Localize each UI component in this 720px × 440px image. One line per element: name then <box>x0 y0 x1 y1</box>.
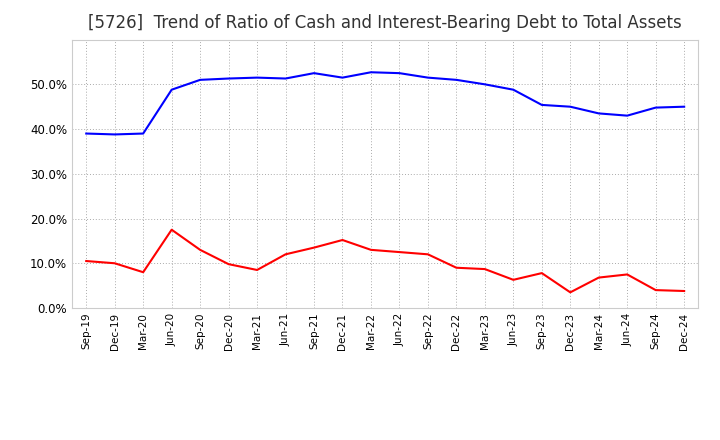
Interest-Bearing Debt <box>139 131 148 136</box>
Cash <box>566 290 575 295</box>
Interest-Bearing Debt <box>680 104 688 109</box>
Cash <box>110 260 119 266</box>
Cash <box>623 272 631 277</box>
Interest-Bearing Debt <box>652 105 660 110</box>
Interest-Bearing Debt <box>452 77 461 82</box>
Cash <box>366 247 375 253</box>
Interest-Bearing Debt <box>395 70 404 76</box>
Cash <box>652 287 660 293</box>
Cash <box>225 261 233 267</box>
Cash <box>167 227 176 232</box>
Interest-Bearing Debt <box>110 132 119 137</box>
Interest-Bearing Debt <box>282 76 290 81</box>
Interest-Bearing Debt <box>366 70 375 75</box>
Interest-Bearing Debt <box>338 75 347 80</box>
Interest-Bearing Debt <box>196 77 204 82</box>
Interest-Bearing Debt <box>595 111 603 116</box>
Cash <box>139 270 148 275</box>
Line: Interest-Bearing Debt: Interest-Bearing Debt <box>86 72 684 135</box>
Cash <box>253 268 261 273</box>
Cash <box>480 267 489 272</box>
Cash <box>395 249 404 255</box>
Cash <box>196 247 204 253</box>
Interest-Bearing Debt <box>623 113 631 118</box>
Cash <box>595 275 603 280</box>
Legend: Cash, Interest-Bearing Debt: Cash, Interest-Bearing Debt <box>247 435 523 440</box>
Cash <box>282 252 290 257</box>
Cash <box>310 245 318 250</box>
Interest-Bearing Debt <box>310 70 318 76</box>
Interest-Bearing Debt <box>480 82 489 87</box>
Cash <box>452 265 461 270</box>
Interest-Bearing Debt <box>423 75 432 80</box>
Title: [5726]  Trend of Ratio of Cash and Interest-Bearing Debt to Total Assets: [5726] Trend of Ratio of Cash and Intere… <box>89 15 682 33</box>
Interest-Bearing Debt <box>566 104 575 109</box>
Interest-Bearing Debt <box>225 76 233 81</box>
Interest-Bearing Debt <box>82 131 91 136</box>
Interest-Bearing Debt <box>537 102 546 107</box>
Line: Cash: Cash <box>86 230 684 292</box>
Interest-Bearing Debt <box>253 75 261 80</box>
Interest-Bearing Debt <box>167 87 176 92</box>
Interest-Bearing Debt <box>509 87 518 92</box>
Cash <box>680 288 688 293</box>
Cash <box>423 252 432 257</box>
Cash <box>338 237 347 242</box>
Cash <box>509 277 518 282</box>
Cash <box>82 258 91 264</box>
Cash <box>537 271 546 276</box>
